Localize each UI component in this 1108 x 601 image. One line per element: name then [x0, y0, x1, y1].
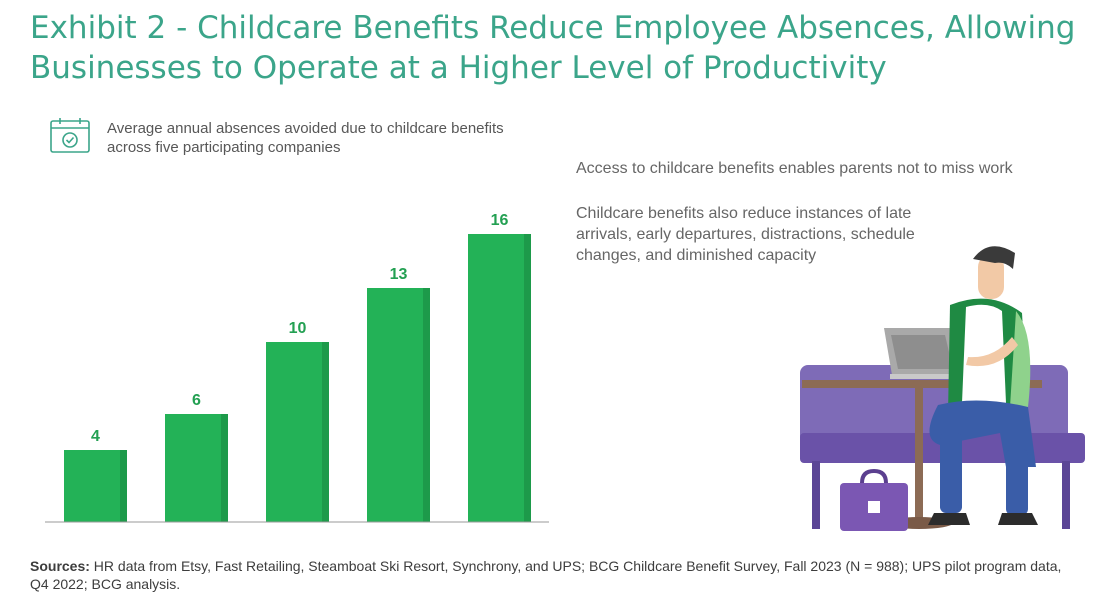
note-access: Access to childcare benefits enables par…: [576, 160, 1013, 177]
bar-3-edge: [322, 342, 329, 522]
bar-4-edge: [423, 288, 430, 522]
bar-1: [64, 450, 127, 522]
bar-5: [468, 234, 531, 522]
bar-2-value-label: 6: [192, 392, 201, 409]
sources-note: Sources: HR data from Etsy, Fast Retaili…: [30, 557, 1080, 593]
note-reduce: Childcare benefits also reduce instances…: [576, 205, 915, 264]
bar-chart: 4 6 10 13 16: [45, 212, 549, 523]
bar-2-edge: [221, 414, 228, 522]
bar-4-value-label: 13: [390, 266, 408, 283]
bar-4: [367, 288, 430, 522]
bar-3: [266, 342, 329, 522]
sources-text: HR data from Etsy, Fast Retailing, Steam…: [30, 558, 1062, 592]
sources-label: Sources:: [30, 558, 90, 574]
calendar-check-icon: [50, 118, 90, 153]
bar-1-value-label: 4: [91, 428, 100, 445]
chart-title: Exhibit 2 - Childcare Benefits Reduce Em…: [30, 10, 1076, 86]
legend-label: Average annual absences avoided due to c…: [107, 120, 504, 156]
bar-3-value-label: 10: [289, 320, 307, 337]
person-with-laptop-illustration: [800, 246, 1085, 531]
bar-5-edge: [524, 234, 531, 522]
bar-1-edge: [120, 450, 127, 522]
bar-5-value-label: 16: [491, 212, 509, 229]
bar-2: [165, 414, 228, 522]
